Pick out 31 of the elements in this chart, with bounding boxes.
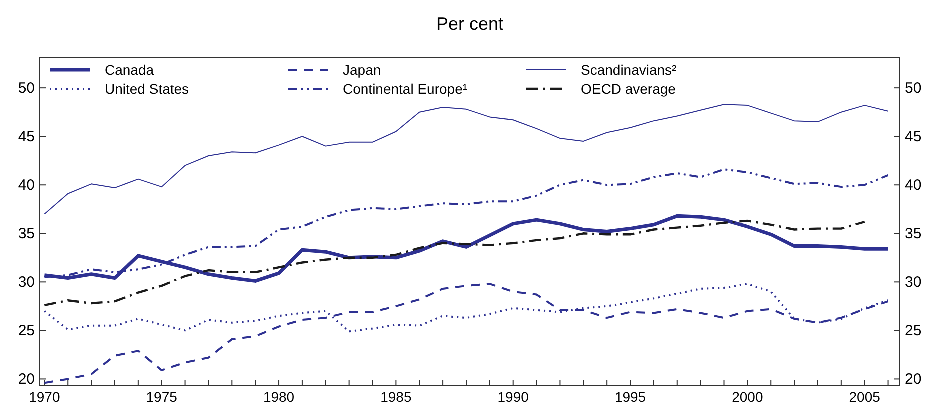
y-tick-label: 40 — [18, 177, 35, 194]
x-tick-label: 2005 — [849, 389, 881, 405]
y2-tick-label: 25 — [905, 322, 922, 340]
legend-label: Japan — [343, 62, 382, 78]
legend-label: Canada — [105, 62, 154, 78]
legend-label: OECD average — [581, 81, 676, 97]
y2-tick-label: 35 — [905, 226, 922, 243]
x-tick-label: 1985 — [380, 389, 412, 405]
x-tick-label: 2000 — [732, 389, 764, 405]
legend-label: Scandinavians² — [581, 62, 678, 78]
x-tick-label: 1970 — [29, 389, 60, 405]
x-tick-label: 1975 — [146, 389, 178, 405]
x-tick-label: 1980 — [263, 389, 295, 405]
line-series — [44, 220, 866, 307]
y2-tick-label: 40 — [905, 177, 922, 194]
chart-title: Per cent — [436, 14, 504, 34]
y-tick-label: 35 — [18, 226, 35, 243]
line-series — [44, 104, 889, 215]
legend-label: Continental Europe¹ — [343, 81, 468, 97]
y2-tick-label: 20 — [905, 371, 922, 388]
y-tick-label: 45 — [18, 128, 35, 146]
x-tick-label: 1990 — [498, 389, 530, 405]
y-tick-label: 20 — [18, 371, 35, 388]
y2-tick-label: 30 — [905, 274, 922, 292]
y2-tick-label: 45 — [905, 128, 922, 146]
legend-label: United States — [105, 81, 190, 97]
y-tick-label: 30 — [18, 274, 35, 292]
x-tick-label: 1995 — [614, 389, 646, 405]
y-tick-label: 25 — [18, 322, 35, 340]
y2-tick-label: 50 — [905, 80, 922, 98]
y-tick-label: 50 — [18, 80, 35, 98]
